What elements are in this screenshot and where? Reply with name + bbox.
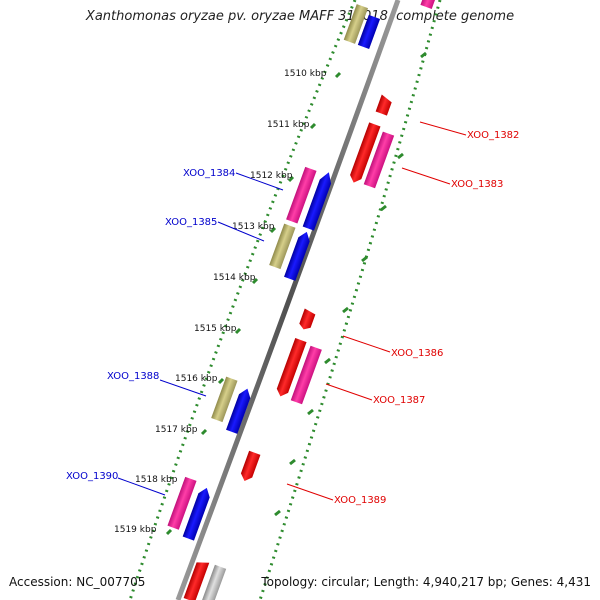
kbp-label-1512: 1512 kbp xyxy=(250,171,293,181)
gene-xoo-1388-khaki[interactable] xyxy=(211,376,238,423)
gene-xoo-1382[interactable] xyxy=(375,94,393,116)
inner-tick-ring xyxy=(128,0,357,600)
gene-label-xoo-1382[interactable]: XOO_1382 xyxy=(467,130,519,141)
accession-text: Accession: NC_007705 xyxy=(9,575,146,589)
kbp-label-1515: 1515 kbp xyxy=(194,324,237,334)
gene-xoo-1390-blue[interactable] xyxy=(182,486,213,541)
gene-xoo-1387-pink[interactable] xyxy=(290,345,322,405)
gene-xoo-1389[interactable] xyxy=(239,450,261,483)
gene-xoo-1384-pink[interactable] xyxy=(286,166,317,224)
kbp-label-1513: 1513 kbp xyxy=(232,222,275,232)
gene-xoo-1386[interactable] xyxy=(298,308,316,332)
gene-label-xoo-1385[interactable]: XOO_1385 xyxy=(165,217,217,228)
gene-grey-bottom[interactable] xyxy=(199,564,227,600)
gene-xoo-1388-blue[interactable] xyxy=(226,387,253,434)
kbp-label-1510: 1510 kbp xyxy=(284,69,327,79)
gene-label-xoo-1389[interactable]: XOO_1389 xyxy=(334,495,386,506)
right-leaders xyxy=(286,121,467,501)
gene-label-xoo-1390[interactable]: XOO_1390 xyxy=(66,471,118,482)
gene-xoo-1383-pink[interactable] xyxy=(363,131,395,189)
gene-xoo-1390-pink[interactable] xyxy=(167,476,197,530)
gene-xoo-1387-red[interactable] xyxy=(275,337,307,398)
kbp-label-1511: 1511 kbp xyxy=(267,120,310,130)
reverse-strand-genes xyxy=(167,4,381,600)
gene-blue-top[interactable] xyxy=(357,14,381,50)
gene-xoo-1385-khaki[interactable] xyxy=(269,223,296,270)
topology-text: Topology: circular; Length: 4,940,217 bp… xyxy=(261,575,591,589)
gene-pink-top[interactable] xyxy=(420,0,437,10)
kbp-label-1518: 1518 kbp xyxy=(135,475,178,485)
gene-label-xoo-1388[interactable]: XOO_1388 xyxy=(107,371,159,382)
gene-xoo-1383-red[interactable] xyxy=(348,122,381,184)
map-title: Xanthomonas oryzae pv. oryzae MAFF 31101… xyxy=(85,9,515,24)
forward-strand-genes xyxy=(239,0,437,483)
kbp-label-1516: 1516 kbp xyxy=(175,374,218,384)
kbp-label-1517: 1517 kbp xyxy=(155,425,198,435)
gene-label-xoo-1386[interactable]: XOO_1386 xyxy=(391,348,443,359)
gene-xoo-1384-blue[interactable] xyxy=(302,170,335,231)
kbp-label-1514: 1514 kbp xyxy=(213,273,256,283)
gene-label-xoo-1383[interactable]: XOO_1383 xyxy=(451,179,503,190)
gene-khaki-top[interactable] xyxy=(343,4,369,44)
kbp-label-1519: 1519 kbp xyxy=(114,525,157,535)
gene-xoo-1385-blue[interactable] xyxy=(284,230,312,281)
genome-backbone xyxy=(175,0,401,600)
gene-label-xoo-1384[interactable]: XOO_1384 xyxy=(183,168,235,179)
left-leaders xyxy=(117,172,284,496)
gene-label-xoo-1387[interactable]: XOO_1387 xyxy=(373,395,425,406)
gene-red-bottom[interactable] xyxy=(183,559,210,600)
